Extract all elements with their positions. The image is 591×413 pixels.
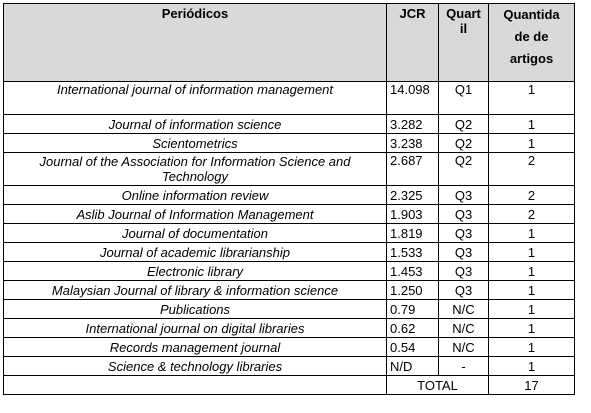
header-quartil-line-2: il xyxy=(459,21,468,36)
jcr-cell: 1.819 xyxy=(386,223,439,243)
quartil-cell: Q3 xyxy=(438,280,489,300)
table-row: Online information review 2.325 Q3 2 xyxy=(3,185,575,205)
table-row: Journal of the Association for Informati… xyxy=(3,152,575,186)
header-journals: Periódicos xyxy=(3,3,387,82)
jcr-cell: 1.453 xyxy=(386,261,439,281)
journal-cell: Online information review xyxy=(3,185,387,205)
quartil-cell: Q2 xyxy=(438,114,489,134)
jcr-cell: 3.238 xyxy=(386,133,439,153)
jcr-cell: 2.325 xyxy=(386,185,439,205)
table-row: Malaysian Journal of library & informati… xyxy=(3,280,575,300)
quartil-cell: Q3 xyxy=(438,261,489,281)
quartil-cell: Q3 xyxy=(438,223,489,243)
table-row: International journal on digital librari… xyxy=(3,318,575,338)
journal-cell: Journal of academic librarianship xyxy=(3,242,387,262)
journal-cell: Scientometrics xyxy=(3,133,387,153)
header-jcr: JCR xyxy=(386,3,439,82)
quartil-cell: Q3 xyxy=(438,204,489,224)
header-row: Periódicos JCR Quart il Quantida de de a… xyxy=(3,3,575,82)
jcr-cell: 0.54 xyxy=(386,337,439,357)
quartil-cell: N/C xyxy=(438,337,489,357)
quartil-cell: Q3 xyxy=(438,242,489,262)
table-row: Aslib Journal of Information Management … xyxy=(3,204,575,224)
quantidade-cell: 1 xyxy=(488,133,575,153)
journals-table: Periódicos JCR Quart il Quantida de de a… xyxy=(3,3,575,395)
total-blank-cell xyxy=(3,375,387,395)
jcr-cell: 1.533 xyxy=(386,242,439,262)
total-label: TOTAL xyxy=(386,375,489,395)
quantidade-cell: 1 xyxy=(488,280,575,300)
quartil-cell: N/C xyxy=(438,318,489,338)
journal-cell: Malaysian Journal of library & informati… xyxy=(3,280,387,300)
quantidade-cell: 2 xyxy=(488,204,575,224)
quartil-cell: Q2 xyxy=(438,133,489,153)
journal-cell: Journal of the Association for Informati… xyxy=(3,152,387,186)
quantidade-cell: 1 xyxy=(488,242,575,262)
jcr-cell: 0.79 xyxy=(386,299,439,319)
header-quartil-line-1: Quart xyxy=(446,6,481,21)
journal-cell: Records management journal xyxy=(3,337,387,357)
quantidade-cell: 1 xyxy=(488,223,575,243)
jcr-cell: 2.687 xyxy=(386,152,439,186)
table-row: Scientometrics 3.238 Q2 1 xyxy=(3,133,575,153)
journals-table-container: Periódicos JCR Quart il Quantida de de a… xyxy=(3,3,575,395)
header-quantidade-line-2: de de xyxy=(514,29,549,44)
quartil-cell: Q1 xyxy=(438,81,489,115)
journal-cell: International journal on digital librari… xyxy=(3,318,387,338)
quantidade-cell: 1 xyxy=(488,81,575,115)
total-row: TOTAL 17 xyxy=(3,375,575,395)
table-row: Science & technology libraries N/D - 1 xyxy=(3,356,575,376)
header-quantidade-line-3: artigos xyxy=(509,51,554,66)
jcr-cell: N/D xyxy=(386,356,439,376)
quartil-cell: Q2 xyxy=(438,152,489,186)
table-row: Records management journal 0.54 N/C 1 xyxy=(3,337,575,357)
table-row: Publications 0.79 N/C 1 xyxy=(3,299,575,319)
journal-cell: Aslib Journal of Information Management xyxy=(3,204,387,224)
journal-cell: Publications xyxy=(3,299,387,319)
jcr-cell: 1.903 xyxy=(386,204,439,224)
quantidade-cell: 1 xyxy=(488,299,575,319)
journal-cell: Science & technology libraries xyxy=(3,356,387,376)
quantidade-cell: 1 xyxy=(488,261,575,281)
jcr-cell: 3.282 xyxy=(386,114,439,134)
quantidade-cell: 1 xyxy=(488,337,575,357)
journal-cell: International journal of information man… xyxy=(3,81,387,115)
table-row: Electronic library 1.453 Q3 1 xyxy=(3,261,575,281)
header-quantidade-line-1: Quantida xyxy=(503,7,560,22)
quartil-cell: N/C xyxy=(438,299,489,319)
jcr-cell: 14.098 xyxy=(386,81,439,115)
quartil-cell: Q3 xyxy=(438,185,489,205)
jcr-cell: 1.250 xyxy=(386,280,439,300)
table-row: Journal of documentation 1.819 Q3 1 xyxy=(3,223,575,243)
journal-cell: Electronic library xyxy=(3,261,387,281)
journal-cell: Journal of information science xyxy=(3,114,387,134)
table-row: Journal of information science 3.282 Q2 … xyxy=(3,114,575,134)
header-quartil: Quart il xyxy=(438,3,489,82)
table-row: Journal of academic librarianship 1.533 … xyxy=(3,242,575,262)
quantidade-cell: 2 xyxy=(488,185,575,205)
quartil-cell: - xyxy=(438,356,489,376)
quantidade-cell: 1 xyxy=(488,356,575,376)
table-row: International journal of information man… xyxy=(3,81,575,115)
quantidade-cell: 1 xyxy=(488,318,575,338)
total-value: 17 xyxy=(488,375,575,395)
quantidade-cell: 2 xyxy=(488,152,575,186)
header-quantidade: Quantida de de artigos xyxy=(488,3,575,82)
quantidade-cell: 1 xyxy=(488,114,575,134)
jcr-cell: 0.62 xyxy=(386,318,439,338)
journal-cell: Journal of documentation xyxy=(3,223,387,243)
